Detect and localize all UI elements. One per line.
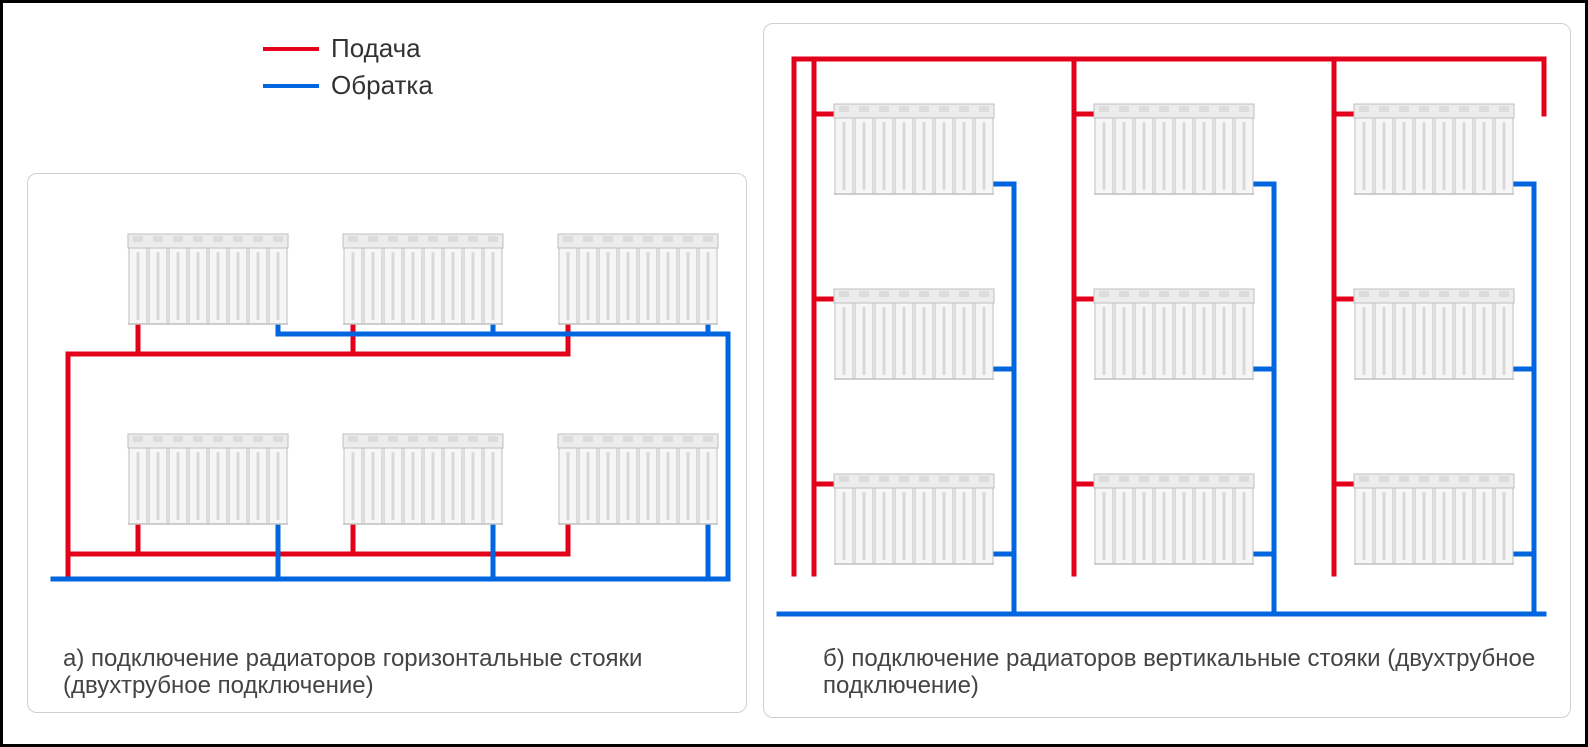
panel-vertical xyxy=(763,23,1571,718)
caption-a: а) подключение радиаторов горизонтальные… xyxy=(63,645,713,700)
legend: Подача Обратка xyxy=(263,33,433,107)
legend-return-label: Обратка xyxy=(331,70,433,101)
return-swatch xyxy=(263,84,319,88)
diagram-a-svg xyxy=(28,174,748,644)
panel-horizontal xyxy=(27,173,747,713)
supply-swatch xyxy=(263,47,319,51)
legend-return: Обратка xyxy=(263,70,433,101)
diagram-b-svg xyxy=(764,24,1572,644)
legend-supply-label: Подача xyxy=(331,33,421,64)
legend-supply: Подача xyxy=(263,33,433,64)
outer-frame: Подача Обратка а) подключение радиаторов… xyxy=(0,0,1588,747)
caption-b: б) подключение радиаторов вертикальные с… xyxy=(823,645,1543,700)
